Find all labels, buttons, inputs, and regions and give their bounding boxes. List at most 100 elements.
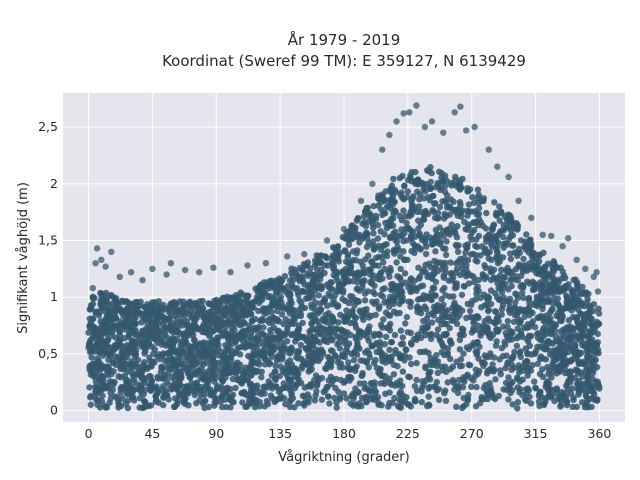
- data-point: [579, 373, 586, 380]
- data-point: [403, 219, 410, 227]
- data-point: [399, 294, 406, 301]
- data-point: [578, 323, 585, 331]
- data-point: [111, 296, 118, 303]
- data-point: [222, 389, 229, 397]
- data-point: [465, 361, 472, 368]
- data-point: [146, 354, 153, 361]
- data-point: [491, 199, 498, 206]
- data-point: [97, 289, 104, 297]
- data-point: [458, 291, 466, 299]
- y-tick-label: 0,5: [38, 346, 58, 361]
- data-point: [536, 300, 543, 307]
- data-point: [95, 312, 103, 319]
- data-point: [107, 307, 114, 314]
- data-point: [173, 349, 180, 356]
- data-point: [324, 281, 331, 288]
- data-point: [435, 386, 443, 393]
- data-point: [502, 364, 509, 372]
- data-point: [347, 319, 354, 327]
- data-point: [471, 278, 478, 286]
- data-point: [434, 209, 442, 217]
- data-point: [231, 326, 238, 334]
- data-point: [410, 284, 417, 291]
- data-point: [405, 401, 412, 408]
- data-point: [212, 338, 220, 345]
- data-point: [382, 377, 389, 385]
- data-point: [211, 375, 219, 382]
- data-point: [228, 396, 235, 403]
- data-point: [219, 378, 226, 385]
- chart-title-line-2: Koordinat (Sweref 99 TM): E 359127, N 61…: [162, 52, 526, 70]
- data-point: [184, 383, 191, 390]
- data-point: [432, 278, 440, 286]
- data-point: [185, 322, 192, 329]
- data-point: [232, 349, 239, 357]
- data-point: [200, 339, 208, 346]
- data-point: [240, 388, 248, 396]
- data-point: [174, 328, 182, 335]
- data-point: [200, 376, 208, 383]
- data-point: [416, 196, 423, 203]
- data-point: [509, 401, 516, 408]
- data-point: [377, 380, 384, 387]
- data-point: [193, 302, 200, 309]
- data-point: [387, 286, 395, 293]
- data-point: [363, 306, 370, 313]
- data-point: [407, 234, 415, 241]
- data-point: [232, 384, 239, 392]
- data-point: [579, 283, 586, 291]
- data-point: [425, 168, 432, 175]
- data-point: [505, 334, 512, 341]
- data-point: [134, 331, 142, 339]
- data-point: [443, 212, 450, 219]
- data-point: [262, 260, 270, 267]
- data-point: [295, 325, 303, 332]
- data-point: [420, 266, 428, 273]
- data-point: [442, 292, 449, 299]
- data-point: [555, 363, 562, 370]
- data-point: [474, 186, 482, 193]
- x-tick-label: 315: [524, 426, 548, 441]
- x-axis-label: Vågriktning (grader): [278, 450, 409, 465]
- data-point: [537, 279, 544, 286]
- data-point: [389, 399, 396, 407]
- data-point: [111, 393, 119, 400]
- data-point: [472, 366, 479, 373]
- data-point: [86, 384, 93, 391]
- data-point: [438, 321, 445, 328]
- data-point: [355, 330, 362, 337]
- data-point: [130, 328, 137, 335]
- data-point: [108, 332, 115, 340]
- data-point: [86, 349, 94, 356]
- data-point: [423, 402, 431, 410]
- data-point: [347, 331, 354, 339]
- data-point: [548, 232, 555, 240]
- data-point: [390, 308, 398, 315]
- data-point: [101, 402, 108, 409]
- data-point: [312, 275, 319, 282]
- data-point: [332, 384, 339, 392]
- data-point: [527, 332, 535, 340]
- data-point: [489, 361, 496, 368]
- data-point: [505, 236, 513, 243]
- data-point: [123, 390, 131, 397]
- data-point: [339, 268, 346, 275]
- data-point: [590, 356, 597, 363]
- data-point: [397, 275, 404, 283]
- data-point: [117, 365, 124, 373]
- data-point: [399, 172, 406, 180]
- data-point: [294, 380, 301, 387]
- data-point: [590, 273, 597, 280]
- data-point: [474, 349, 481, 356]
- data-point: [359, 371, 366, 379]
- data-point: [527, 367, 535, 374]
- data-point: [505, 396, 512, 403]
- data-point: [570, 325, 577, 332]
- data-point: [361, 297, 369, 304]
- data-point: [580, 318, 587, 326]
- data-point: [247, 329, 255, 336]
- data-point: [356, 380, 364, 387]
- data-point: [443, 204, 451, 211]
- data-point: [517, 317, 524, 325]
- data-point: [500, 274, 508, 281]
